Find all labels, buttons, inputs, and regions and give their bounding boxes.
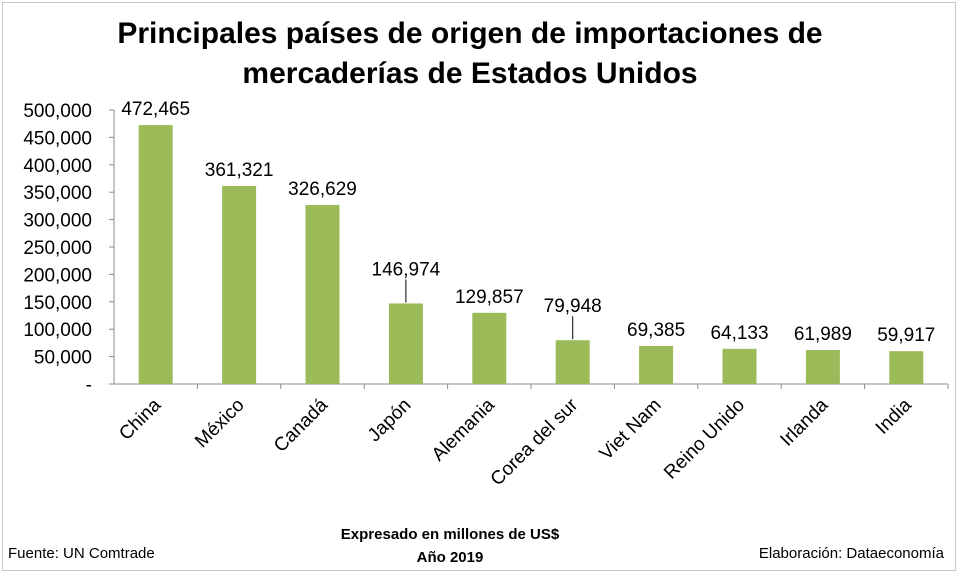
credit-note: Elaboración: Dataeconomía	[758, 545, 944, 562]
bar	[388, 303, 423, 384]
bar	[305, 205, 340, 384]
y-tick-label: 300,000	[23, 211, 92, 232]
bar	[138, 125, 173, 385]
chart-title-line1: Principales países de origen de importac…	[117, 17, 823, 50]
data-label: 326,629	[288, 179, 357, 200]
data-label: 472,465	[121, 99, 190, 120]
data-label: 64,133	[710, 323, 768, 344]
chart-title: Principales países de origen de importac…	[0, 14, 940, 94]
data-label: 129,857	[455, 287, 524, 308]
data-label: 59,917	[877, 325, 935, 346]
category-label: India	[872, 394, 916, 438]
year-note: Año 2019	[416, 549, 484, 566]
bar-chart: - 50,000 100,000 150,000 200,000 250,000 300,0…	[23, 99, 949, 490]
category-label: Viet Nam	[596, 395, 666, 465]
category-label: Alemania	[428, 394, 499, 465]
bar	[722, 348, 757, 384]
y-tick-label: 500,000	[23, 101, 92, 122]
bar	[222, 185, 257, 384]
bar	[889, 351, 924, 384]
source-note: Fuente: UN Comtrade	[8, 545, 155, 562]
bar	[555, 340, 590, 384]
data-label: 61,989	[794, 324, 852, 345]
category-label: Irlanda	[776, 394, 832, 450]
y-tick-label: 450,000	[23, 128, 92, 149]
data-label: 146,974	[372, 259, 441, 280]
bar	[639, 345, 674, 384]
y-tick-label: 50,000	[34, 348, 92, 369]
y-tick-label: 350,000	[23, 183, 92, 204]
y-tick-label: 250,000	[23, 238, 92, 259]
units-note: Expresado en millones de US$	[340, 526, 560, 543]
category-label: China	[115, 394, 165, 444]
data-label: 361,321	[205, 160, 274, 181]
data-label: 79,948	[544, 296, 602, 317]
y-tick-label: 400,000	[23, 156, 92, 177]
y-tick-label: -	[86, 375, 92, 396]
category-label: Corea del sur	[487, 394, 583, 490]
data-label: 69,385	[627, 320, 685, 341]
chart-title-line2: mercaderías de Estados Unidos	[242, 57, 698, 90]
y-tick-label: 200,000	[23, 265, 92, 286]
y-tick-label: 100,000	[23, 320, 92, 341]
bar	[472, 312, 507, 384]
y-tick-label: 150,000	[23, 293, 92, 314]
bar	[805, 350, 840, 384]
category-label: Canadá	[270, 394, 332, 456]
category-label: Reino Unido	[660, 395, 749, 484]
category-label: Japón	[364, 395, 415, 446]
category-label: México	[191, 395, 248, 452]
